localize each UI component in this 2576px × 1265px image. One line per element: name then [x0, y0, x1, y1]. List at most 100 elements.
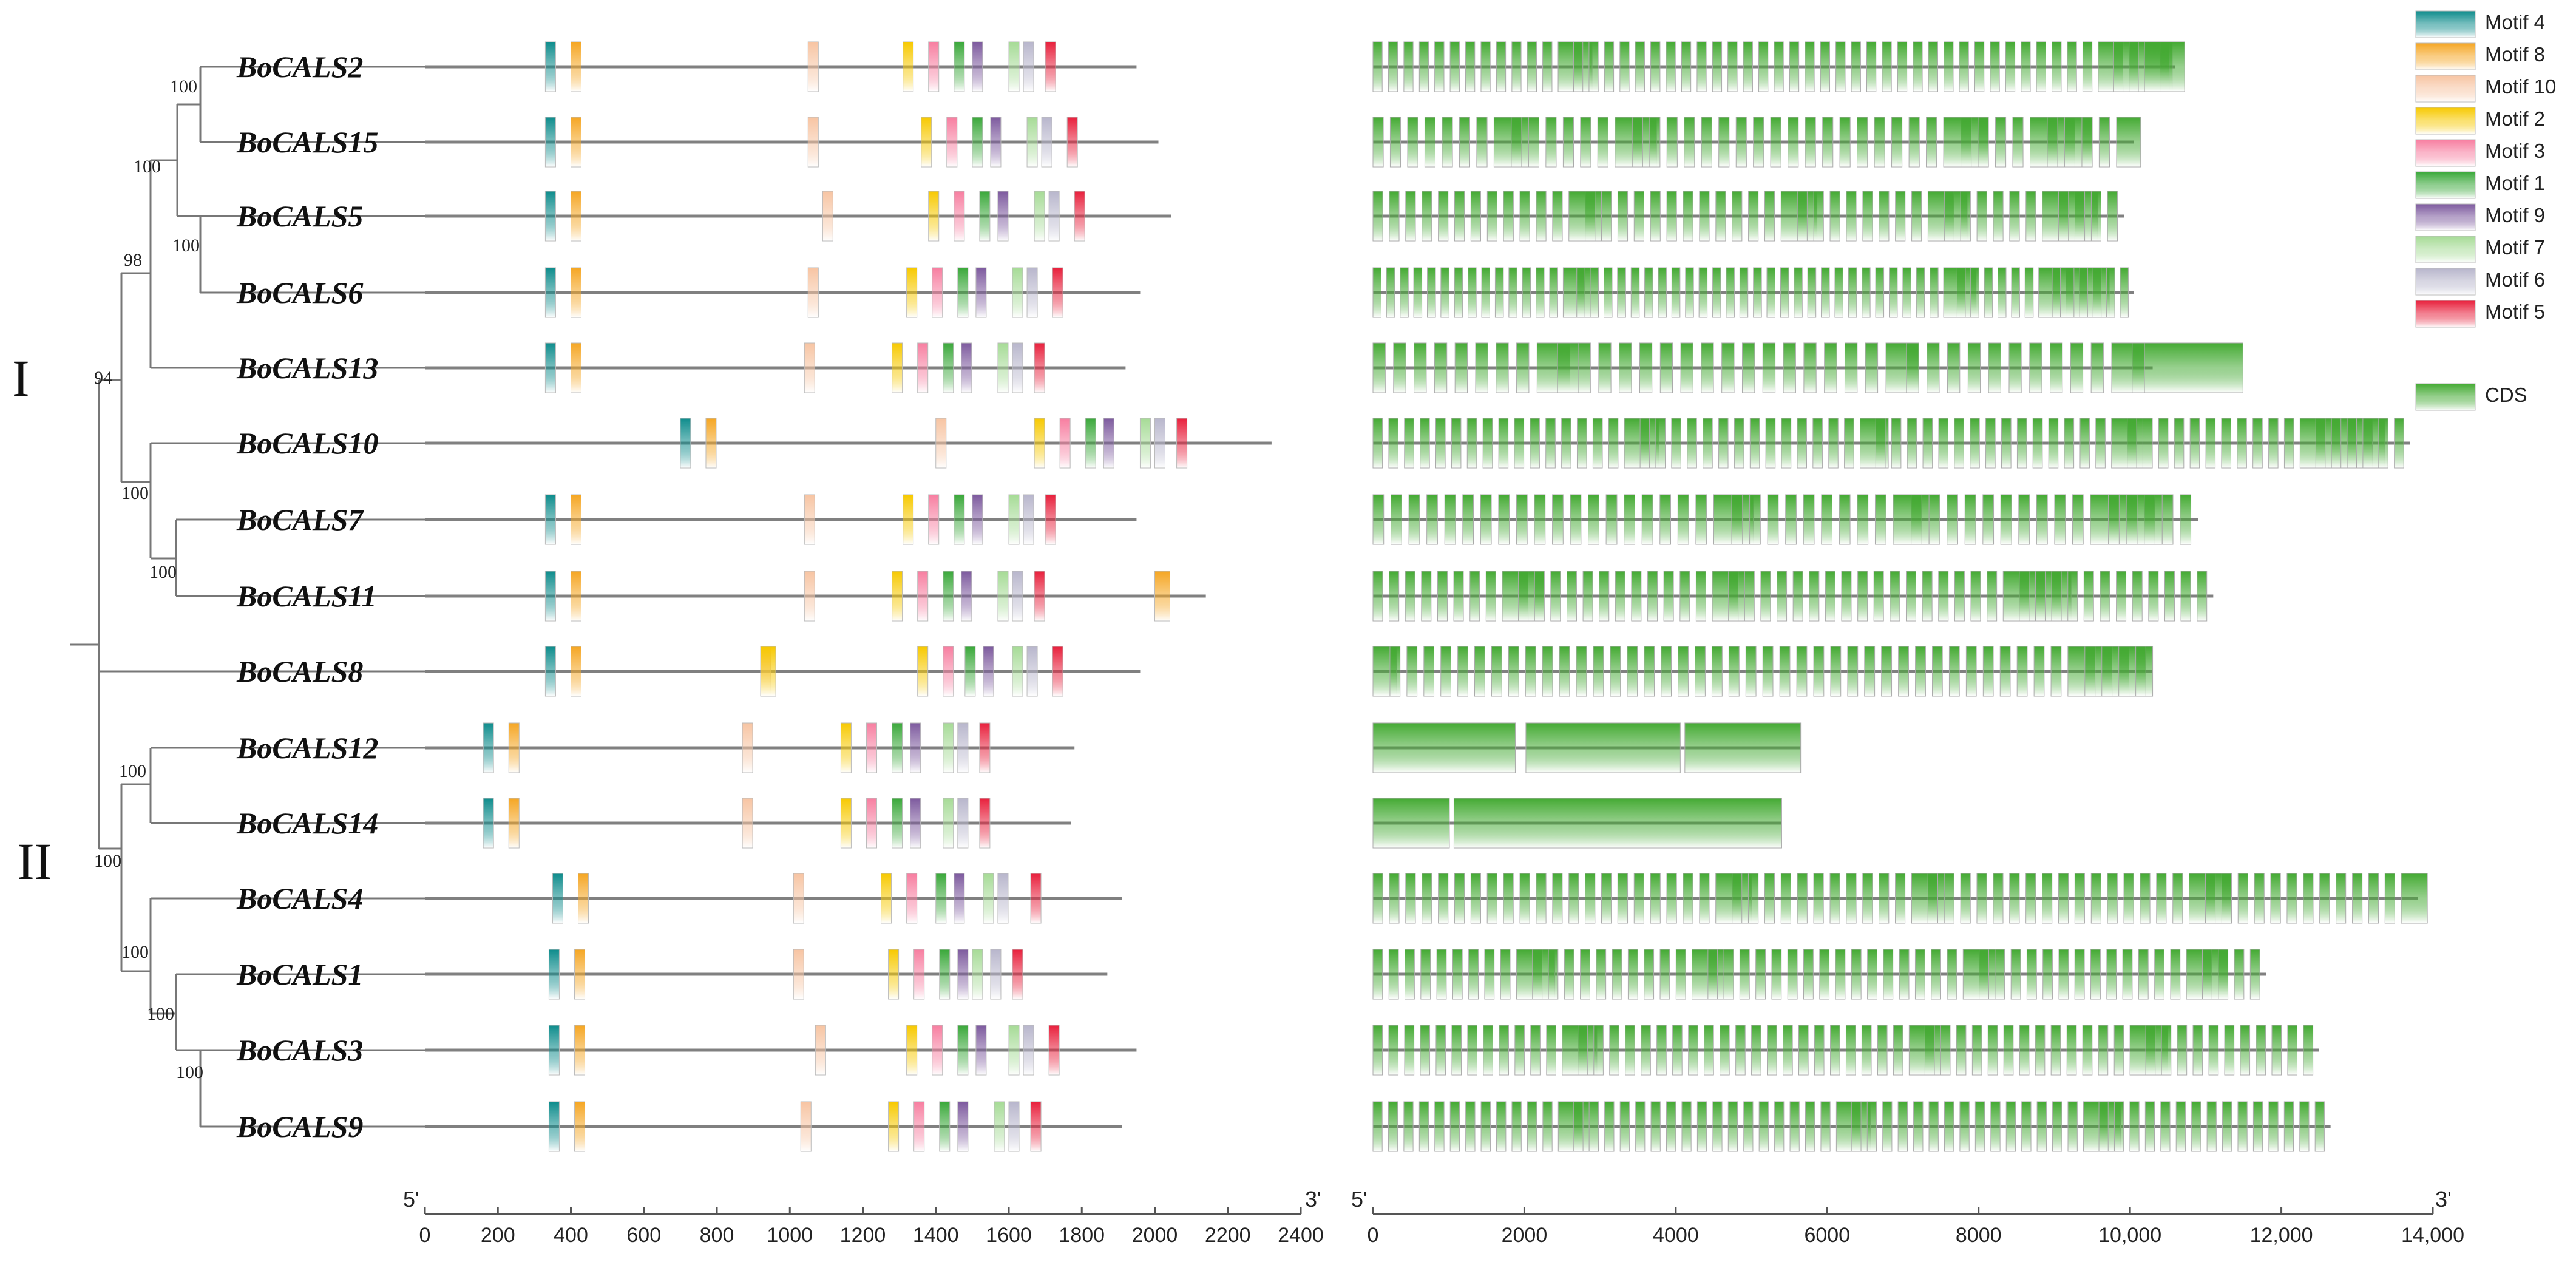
cds-exon	[1408, 494, 1420, 545]
cds-exon	[1906, 342, 1919, 393]
motif-box	[1012, 949, 1023, 1000]
cds-exon	[2067, 1101, 2078, 1152]
cds-exon	[1568, 873, 1579, 924]
cds-exon	[1528, 117, 1539, 168]
cds-exon	[1421, 571, 1432, 622]
cds-exon	[1486, 873, 1497, 924]
cds-exon	[2218, 949, 2229, 1000]
motif-axis-tick-label: 1800	[1059, 1224, 1105, 1247]
cds-exon	[2005, 1101, 2016, 1152]
cds-exon	[1866, 41, 1877, 92]
cds-exon	[1576, 267, 1585, 318]
bootstrap-value: 100	[147, 1004, 174, 1024]
cds-exon	[2180, 494, 2192, 545]
gene-structure-lane	[1372, 117, 2141, 168]
motif-box	[807, 267, 819, 318]
cds-exon	[1845, 1025, 1856, 1076]
cds-exon	[1605, 494, 1618, 545]
cds-exon	[1435, 1025, 1446, 1076]
motif-box	[964, 646, 976, 697]
cds-exon	[1954, 571, 1965, 622]
cds-exon	[1704, 1025, 1714, 1076]
cds-exon	[1974, 1101, 1985, 1152]
motif-lane	[425, 418, 1272, 469]
legend-swatch	[2415, 236, 2476, 263]
cds-exon	[1470, 191, 1481, 242]
motif-box	[983, 873, 994, 924]
cds-exon	[1659, 342, 1673, 393]
cds-exon	[2368, 873, 2379, 924]
cds-exon	[2079, 418, 2090, 469]
cds-exon	[1732, 191, 1743, 242]
motif-box	[913, 949, 925, 1000]
cds-exon	[1604, 1101, 1615, 1152]
cds-exon	[1511, 1101, 1522, 1152]
motif-box	[943, 342, 954, 393]
cds-exon	[2222, 1101, 2232, 1152]
cds-exon	[1758, 1101, 1769, 1152]
motif-box	[935, 418, 947, 469]
motif-box	[1012, 646, 1023, 697]
cds-exon	[1684, 117, 1695, 168]
cds-exon	[1813, 646, 1825, 697]
cds-exon	[2081, 117, 2093, 168]
cds-exon	[1879, 873, 1890, 924]
cds-exon	[1830, 1025, 1840, 1076]
motif-axis: 5' 3' 0 200 400 600 800 1000 1200 1400 1600 1800 2…	[403, 1187, 1324, 1247]
cds-exon	[1403, 41, 1414, 92]
cds-exon	[1440, 646, 1451, 697]
cds-exon	[1897, 41, 1908, 92]
cds-exon	[1663, 571, 1674, 622]
cds-exon	[1956, 267, 1966, 318]
cds-exon	[1715, 191, 1726, 242]
cds-exon	[1423, 646, 1435, 697]
cds-exon	[1844, 418, 1854, 469]
cds-exon	[1527, 41, 1537, 92]
motif-box	[1023, 1025, 1034, 1076]
cds-exon	[2268, 418, 2279, 469]
cds-exon	[1604, 41, 1615, 92]
cds-exon	[1822, 117, 1834, 168]
cds-exon	[1659, 494, 1672, 545]
motif-box	[1030, 1101, 1042, 1152]
cds-exon	[2319, 873, 2330, 924]
motif-box	[892, 798, 903, 849]
cds-exon	[1707, 949, 1718, 1000]
motif-box	[1154, 418, 1165, 469]
cds-exon	[1542, 1101, 1553, 1152]
cds-exon	[1857, 494, 1869, 545]
motif-box	[705, 418, 717, 469]
cds-exon	[2090, 873, 2101, 924]
cds-exon	[1798, 1025, 1809, 1076]
cds-exon	[1883, 949, 1894, 1000]
legend: Motif 4 Motif 8 Motif 10 Motif 2 Motif 3 Moti…	[2415, 10, 2556, 411]
cds-exon	[1625, 1025, 1635, 1076]
gene-structure-lane	[1372, 646, 2154, 697]
motif-lane	[425, 1025, 1137, 1076]
cds-exon	[1907, 418, 1917, 469]
cds-exon	[2129, 41, 2139, 92]
cds-exon	[1630, 267, 1640, 318]
cds-exon	[1671, 267, 1681, 318]
cds-exon	[1414, 342, 1427, 393]
gene-structure-lane	[1372, 494, 2198, 545]
motif-box	[935, 873, 947, 924]
motif-box	[888, 1101, 900, 1152]
cds-exon	[1503, 873, 1514, 924]
cds-exon	[1442, 117, 1453, 168]
cds-exon	[2113, 1025, 2124, 1076]
cds-exon	[1522, 267, 1531, 318]
cds-exon	[1496, 41, 1507, 92]
cds-exon	[1766, 267, 1775, 318]
cds-exon	[1938, 418, 1948, 469]
cds-exon	[1978, 117, 1989, 168]
motif-box	[571, 117, 581, 168]
motif-box	[979, 191, 991, 242]
cds-exon	[1964, 494, 1976, 545]
gene-label: BoCALS10	[236, 426, 378, 460]
cds-exon	[1525, 646, 1536, 697]
bootstrap-value: 100	[94, 851, 121, 871]
cds-exon	[1797, 191, 1808, 242]
cds-exon	[2113, 1101, 2124, 1152]
